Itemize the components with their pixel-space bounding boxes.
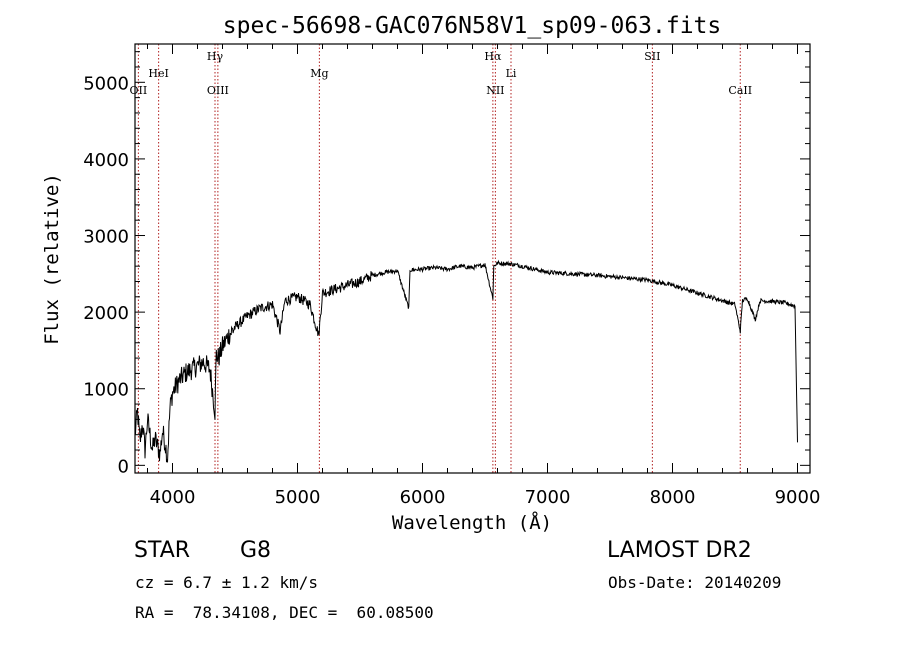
y-tick-label: 4000 — [83, 150, 129, 171]
spectral-line-label: HeI — [148, 67, 168, 80]
x-tick-label: 6000 — [400, 487, 446, 508]
y-tick-label: 1000 — [83, 380, 129, 401]
y-tick-label: 2000 — [83, 303, 129, 324]
spectral-line-label: NII — [486, 84, 504, 97]
survey-label: LAMOST DR2 — [607, 538, 752, 563]
spectral-line-label: Hα — [484, 50, 502, 63]
y-tick-label: 3000 — [83, 227, 129, 248]
spectral-line-label: Li — [506, 67, 517, 80]
chart-title: spec-56698-GAC076N58V1_sp09-063.fits — [223, 13, 722, 39]
x-tick-label: 7000 — [525, 487, 571, 508]
obs-date-text: Obs-Date: 20140209 — [608, 573, 782, 592]
object-class: STAR — [134, 538, 191, 563]
x-tick-label: 8000 — [650, 487, 696, 508]
x-axis-label: Wavelength (Å) — [392, 511, 552, 534]
y-axis-label: Flux (relative) — [41, 173, 63, 345]
y-tick-label: 0 — [118, 456, 129, 477]
spectrum-series-line — [134, 259, 798, 463]
x-tick-label: 9000 — [775, 487, 821, 508]
spectral-line-label: SII — [644, 50, 660, 63]
x-tick-label: 5000 — [275, 487, 321, 508]
spectral-line-label: OII — [130, 84, 148, 97]
object-subclass: G8 — [240, 538, 272, 563]
spectral-line-label: Hγ — [207, 50, 224, 63]
coordinates-text: RA = 78.34108, DEC = 60.08500 — [135, 603, 434, 622]
plot-frame — [134, 43, 811, 474]
spectral-line-label: Mg — [310, 67, 328, 80]
spectral-line-label: OIII — [207, 84, 229, 97]
spectral-line-label: CaII — [728, 84, 752, 97]
x-tick-label: 4000 — [150, 487, 196, 508]
y-tick-label: 5000 — [83, 73, 129, 94]
redshift-text: cz = 6.7 ± 1.2 km/s — [135, 573, 319, 592]
